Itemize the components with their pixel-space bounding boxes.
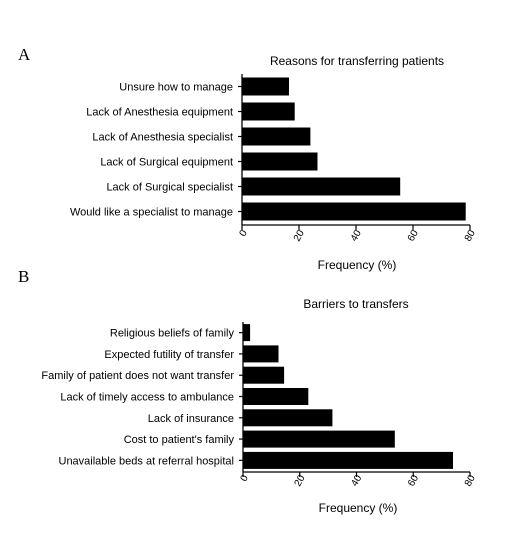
panel-b-x-axis-label: Frequency (%) — [319, 501, 398, 515]
panel-b-category-label: Lack of timely access to ambulance — [60, 392, 234, 404]
panel-b-letter: B — [18, 267, 29, 286]
panel-a-bar — [242, 177, 401, 196]
panel-a: A Reasons for transferring patients Freq… — [18, 45, 478, 272]
panel-a-x-tick-label: 60 — [406, 228, 421, 244]
panel-a-category-label: Lack of Anesthesia specialist — [92, 132, 233, 144]
panel-b-category-label: Cost to patient's family — [124, 434, 235, 446]
panel-b-category-label: Religious beliefs of family — [110, 328, 235, 340]
panel-b-bar — [243, 388, 309, 405]
panel-b-bar — [243, 366, 285, 384]
panel-a-bar — [242, 202, 466, 221]
panel-a-marks: Unsure how to manage Lack of Anesthesia e… — [70, 74, 478, 243]
panel-a-category-label: Would like a specialist to manage — [70, 207, 233, 219]
panel-b-title: Barriers to transfers — [303, 297, 408, 311]
panel-b-bar — [243, 451, 453, 469]
panel-a-x-tick-label: 0 — [238, 228, 251, 239]
panel-a-x-tick-label: 20 — [292, 228, 307, 244]
panel-a-bar — [242, 102, 295, 121]
panel-a-x-tick-label: 40 — [349, 228, 364, 244]
panel-a-category-label: Lack of Surgical equipment — [100, 157, 233, 169]
panel-b-bar — [243, 324, 251, 342]
panel-b-bar — [243, 409, 333, 427]
panel-b-x-tick-label: 20 — [293, 473, 308, 489]
panel-a-category-label: Unsure how to manage — [119, 82, 233, 94]
panel-a-x-axis-label: Frequency (%) — [318, 258, 397, 272]
panel-a-bar — [242, 127, 311, 146]
panel-b-category-label: Family of patient does not want transfer — [41, 370, 234, 382]
panel-b-category-label: Expected futility of transfer — [104, 349, 234, 361]
panel-b-category-label: Unavailable beds at referral hospital — [59, 455, 235, 467]
panel-a-x-tick-label: 80 — [463, 228, 478, 244]
panel-b-x-tick-label: 80 — [463, 473, 478, 489]
panel-b-x-tick-label: 40 — [349, 473, 364, 489]
panel-b-bar — [243, 345, 279, 363]
panel-b-marks: Religious beliefs of family Expected futi… — [41, 322, 478, 488]
panel-a-title: Reasons for transferring patients — [270, 54, 444, 68]
panel-a-category-label: Lack of Anesthesia equipment — [86, 107, 233, 119]
panel-b-x-tick-label: 60 — [406, 473, 421, 489]
panel-b-x-tick-label: 0 — [239, 473, 252, 484]
panel-a-letter: A — [18, 45, 31, 64]
panel-b-bar — [243, 430, 395, 448]
panel-b: B Barriers to transfers Frequency (%) Re… — [18, 267, 478, 515]
panel-b-category-label: Lack of insurance — [148, 413, 234, 425]
panel-a-bar — [242, 77, 289, 96]
panel-a-category-label: Lack of Surgical specialist — [106, 182, 233, 194]
panel-a-bar — [242, 152, 318, 171]
